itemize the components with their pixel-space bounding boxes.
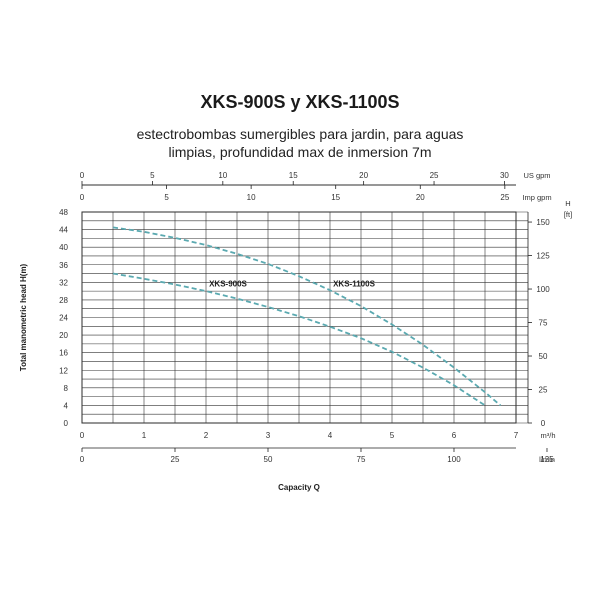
usgpm-unit-label: US gpm — [523, 171, 550, 180]
y-tick-label: 36 — [59, 261, 68, 270]
impgpm-tick-label: 0 — [80, 193, 85, 202]
ft-unit-label: [ft] — [564, 210, 572, 219]
chart-subtitle-line-1: estectrobombas sumergibles para jardin, … — [136, 126, 464, 142]
y-tick-label: 40 — [59, 243, 68, 252]
ft-tick-label: 25 — [539, 386, 548, 395]
ft-tick-label: 125 — [536, 252, 550, 261]
chart-title: XKS-900S y XKS-1100S — [200, 92, 400, 112]
y-tick-label: 20 — [59, 331, 68, 340]
x-tick-label: 1 — [142, 431, 147, 440]
usgpm-tick-label: 20 — [359, 171, 368, 180]
lmin-unit-label: l/min — [539, 455, 555, 464]
x-tick-label: 3 — [266, 431, 271, 440]
lmin-tick-label: 125 — [540, 455, 554, 464]
impgpm-unit-label: Imp gpm — [522, 193, 551, 202]
lmin-tick-label: 0 — [80, 455, 85, 464]
y-tick-label: 16 — [59, 349, 68, 358]
x-tick-label: 0 — [80, 431, 85, 440]
y-tick-label: 12 — [59, 366, 68, 375]
usgpm-tick-label: 30 — [500, 171, 509, 180]
lmin-tick-label: 25 — [171, 455, 180, 464]
x-axis-title: Capacity Q — [278, 483, 320, 492]
y-tick-label: 28 — [59, 296, 68, 305]
series-label-xks-1100s: XKS-1100S — [333, 280, 375, 289]
impgpm-tick-label: 10 — [247, 193, 256, 202]
x-tick-label: 5 — [390, 431, 395, 440]
lmin-tick-label: 100 — [447, 455, 461, 464]
usgpm-tick-label: 15 — [289, 171, 298, 180]
usgpm-tick-label: 25 — [430, 171, 439, 180]
x-tick-label: 6 — [452, 431, 457, 440]
usgpm-tick-label: 0 — [80, 171, 85, 180]
impgpm-tick-label: 5 — [164, 193, 169, 202]
x-tick-label: 4 — [328, 431, 333, 440]
y-tick-label: 4 — [64, 401, 69, 410]
y-tick-label: 0 — [64, 419, 69, 428]
chart-subtitle-line-2: limpias, profundidad max de inmersion 7m — [168, 144, 432, 160]
ft-tick-label: 0 — [541, 419, 546, 428]
impgpm-tick-label: 20 — [416, 193, 425, 202]
lmin-tick-label: 75 — [357, 455, 366, 464]
ft-tick-label: 75 — [539, 319, 548, 328]
series-line-xks-1100s — [112, 226, 502, 407]
lmin-tick-label: 50 — [264, 455, 273, 464]
ft-tick-label: 50 — [539, 352, 548, 361]
impgpm-tick-label: 25 — [500, 193, 509, 202]
usgpm-tick-label: 5 — [150, 171, 155, 180]
x-tick-label: 7 — [514, 431, 519, 440]
y-tick-label: 48 — [59, 208, 68, 217]
y-tick-label: 8 — [64, 384, 69, 393]
x-tick-label: 2 — [204, 431, 209, 440]
y-tick-label: 44 — [59, 226, 68, 235]
x-unit-label: m³/h — [541, 431, 556, 440]
y-tick-label: 24 — [59, 314, 68, 323]
y-tick-label: 32 — [59, 278, 68, 287]
usgpm-tick-label: 10 — [218, 171, 227, 180]
impgpm-tick-label: 15 — [331, 193, 340, 202]
y-axis-title: Total manometric head H(m) — [19, 263, 28, 371]
ft-tick-label: 100 — [536, 285, 550, 294]
ft-unit-label: H — [565, 199, 570, 208]
ft-tick-label: 150 — [536, 218, 550, 227]
series-label-xks-900s: XKS-900S — [209, 280, 247, 289]
